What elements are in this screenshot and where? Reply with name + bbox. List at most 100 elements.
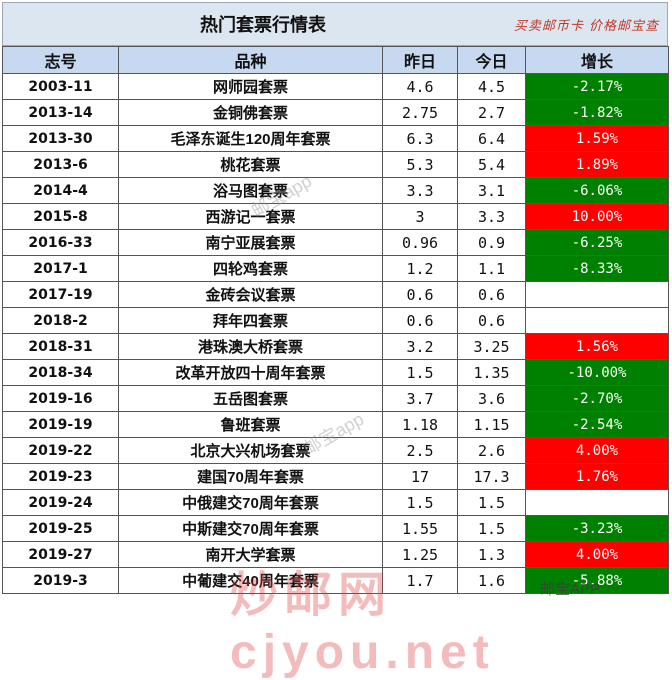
table-row: 2019-23 建国70周年套票 17 17.3 1.76%: [2, 463, 669, 490]
code-cell: 2019-19: [2, 411, 119, 438]
code-cell: 2017-1: [2, 255, 119, 282]
table-row: 2019-27 南开大学套票 1.25 1.3 4.00%: [2, 541, 669, 568]
change-cell: 10.00%: [525, 203, 669, 230]
name-cell: 南开大学套票: [118, 541, 383, 568]
name-cell: 中斯建交70周年套票: [118, 515, 383, 542]
yesterday-cell: 17: [382, 463, 458, 490]
table-row: 2003-11 网师园套票 4.6 4.5 -2.17%: [2, 73, 669, 100]
yesterday-cell: 4.6: [382, 73, 458, 100]
code-cell: 2019-24: [2, 489, 119, 516]
yesterday-cell: 0.96: [382, 229, 458, 256]
yesterday-cell: 1.7: [382, 567, 458, 594]
yesterday-cell: 2.75: [382, 99, 458, 126]
name-cell: 金砖会议套票: [118, 281, 383, 308]
change-cell: -8.33%: [525, 255, 669, 282]
code-cell: 2016-33: [2, 229, 119, 256]
today-cell: 1.6: [457, 567, 526, 594]
today-cell: 1.5: [457, 489, 526, 516]
today-cell: 2.6: [457, 437, 526, 464]
table-row: 2019-3 中葡建交40周年套票 1.7 1.6 -5.88%: [2, 567, 669, 594]
code-cell: 2018-34: [2, 359, 119, 386]
name-cell: 网师园套票: [118, 73, 383, 100]
table-row: 2013-14 金铜佛套票 2.75 2.7 -1.82%: [2, 99, 669, 126]
name-cell: 金铜佛套票: [118, 99, 383, 126]
name-cell: 五岳图套票: [118, 385, 383, 412]
table-row: 2018-31 港珠澳大桥套票 3.2 3.25 1.56%: [2, 333, 669, 360]
table-row: 2017-1 四轮鸡套票 1.2 1.1 -8.33%: [2, 255, 669, 282]
yesterday-cell: 1.25: [382, 541, 458, 568]
name-cell: 西游记一套票: [118, 203, 383, 230]
code-cell: 2013-6: [2, 151, 119, 178]
yesterday-cell: 5.3: [382, 151, 458, 178]
code-cell: 2019-23: [2, 463, 119, 490]
change-cell: -2.17%: [525, 73, 669, 100]
name-cell: 改革开放四十周年套票: [118, 359, 383, 386]
header-row: 志号 品种 昨日 今日 增长: [2, 46, 669, 74]
today-cell: 4.5: [457, 73, 526, 100]
change-cell: -1.82%: [525, 99, 669, 126]
change-cell: [525, 281, 669, 308]
yesterday-cell: 3: [382, 203, 458, 230]
today-cell: 0.9: [457, 229, 526, 256]
sheet-title: 热门套票行情表: [200, 15, 326, 35]
table-row: 2014-4 浴马图套票 3.3 3.1 -6.06%: [2, 177, 669, 204]
name-cell: 南宁亚展套票: [118, 229, 383, 256]
name-cell: 拜年四套票: [118, 307, 383, 334]
table-row: 2017-19 金砖会议套票 0.6 0.6: [2, 281, 669, 308]
code-cell: 2018-2: [2, 307, 119, 334]
today-cell: 0.6: [457, 281, 526, 308]
today-cell: 3.6: [457, 385, 526, 412]
quote-table: 志号 品种 昨日 今日 增长 2003-11 网师园套票 4.6 4.5 -2.17% 2…: [2, 46, 669, 594]
code-cell: 2019-16: [2, 385, 119, 412]
today-cell: 1.15: [457, 411, 526, 438]
today-cell: 0.6: [457, 307, 526, 334]
today-cell: 1.5: [457, 515, 526, 542]
code-cell: 2013-30: [2, 125, 119, 152]
code-cell: 2017-19: [2, 281, 119, 308]
change-cell: -5.88%: [525, 567, 669, 594]
yesterday-cell: 0.6: [382, 307, 458, 334]
name-cell: 桃花套票: [118, 151, 383, 178]
change-cell: -6.25%: [525, 229, 669, 256]
yesterday-cell: 3.3: [382, 177, 458, 204]
change-cell: -6.06%: [525, 177, 669, 204]
name-cell: 四轮鸡套票: [118, 255, 383, 282]
change-cell: -2.54%: [525, 411, 669, 438]
col-header-today: 今日: [457, 46, 526, 74]
col-header-change: 增长: [525, 46, 669, 74]
table-row: 2018-34 改革开放四十周年套票 1.5 1.35 -10.00%: [2, 359, 669, 386]
table-row: 2019-24 中俄建交70周年套票 1.5 1.5: [2, 489, 669, 516]
change-cell: 1.76%: [525, 463, 669, 490]
today-cell: 6.4: [457, 125, 526, 152]
col-header-name: 品种: [118, 46, 383, 74]
code-cell: 2003-11: [2, 73, 119, 100]
change-cell: -3.23%: [525, 515, 669, 542]
yesterday-cell: 0.6: [382, 281, 458, 308]
code-cell: 2019-22: [2, 437, 119, 464]
yesterday-cell: 6.3: [382, 125, 458, 152]
table-row: 2016-33 南宁亚展套票 0.96 0.9 -6.25%: [2, 229, 669, 256]
table-row: 2015-8 西游记一套票 3 3.3 10.00%: [2, 203, 669, 230]
table-row: 2013-30 毛泽东诞生120周年套票 6.3 6.4 1.59%: [2, 125, 669, 152]
code-cell: 2019-3: [2, 567, 119, 594]
yesterday-cell: 1.2: [382, 255, 458, 282]
today-cell: 3.3: [457, 203, 526, 230]
name-cell: 中俄建交70周年套票: [118, 489, 383, 516]
change-cell: [525, 307, 669, 334]
today-cell: 5.4: [457, 151, 526, 178]
name-cell: 北京大兴机场套票: [118, 437, 383, 464]
table-row: 2019-25 中斯建交70周年套票 1.55 1.5 -3.23%: [2, 515, 669, 542]
name-cell: 中葡建交40周年套票: [118, 567, 383, 594]
change-cell: 4.00%: [525, 437, 669, 464]
change-cell: 4.00%: [525, 541, 669, 568]
yesterday-cell: 2.5: [382, 437, 458, 464]
today-cell: 3.25: [457, 333, 526, 360]
change-cell: 1.56%: [525, 333, 669, 360]
code-cell: 2019-27: [2, 541, 119, 568]
name-cell: 港珠澳大桥套票: [118, 333, 383, 360]
yesterday-cell: 1.5: [382, 489, 458, 516]
table-row: 2013-6 桃花套票 5.3 5.4 1.89%: [2, 151, 669, 178]
yesterday-cell: 1.18: [382, 411, 458, 438]
col-header-code: 志号: [2, 46, 119, 74]
change-cell: -2.70%: [525, 385, 669, 412]
